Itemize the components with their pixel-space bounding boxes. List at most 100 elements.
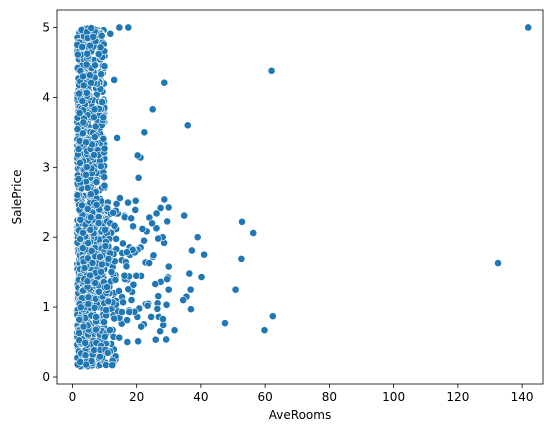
data-point — [83, 183, 92, 192]
data-point — [179, 296, 188, 305]
data-point — [96, 352, 104, 361]
data-point — [134, 173, 143, 182]
data-point — [131, 206, 140, 214]
data-point — [95, 287, 103, 296]
data-point — [84, 300, 93, 308]
y-axis-ticks: 0 1 2 3 4 5 — [42, 20, 57, 384]
x-axis-label: AveRooms — [269, 408, 331, 422]
data-point — [97, 31, 106, 40]
data-point — [100, 181, 109, 190]
data-point — [86, 41, 94, 50]
data-point — [119, 298, 127, 307]
data-point — [188, 246, 196, 255]
data-point — [83, 49, 92, 58]
data-point — [92, 200, 101, 209]
x-tick-label: 140 — [511, 390, 534, 404]
data-point — [122, 262, 131, 271]
data-point — [73, 125, 82, 134]
data-point — [97, 260, 106, 269]
data-point — [106, 29, 115, 38]
y-tick-label: 1 — [42, 300, 50, 314]
y-tick-label: 0 — [42, 370, 50, 384]
data-point — [101, 242, 110, 250]
data-point — [154, 234, 163, 243]
data-point — [186, 285, 195, 294]
data-point — [75, 315, 84, 324]
data-point — [103, 283, 111, 291]
data-point — [75, 109, 84, 117]
data-point — [101, 332, 109, 341]
data-point — [75, 89, 84, 98]
data-point — [85, 71, 94, 80]
data-point — [74, 145, 83, 154]
data-point — [90, 105, 99, 114]
data-point — [200, 250, 209, 259]
data-point — [90, 151, 98, 159]
data-point — [97, 267, 106, 276]
data-point — [103, 204, 112, 213]
data-point — [91, 279, 100, 287]
data-point — [148, 105, 157, 114]
data-point — [156, 327, 165, 336]
data-point — [99, 113, 108, 122]
data-point — [123, 316, 131, 325]
data-point — [160, 195, 169, 204]
data-point — [78, 97, 87, 105]
data-point — [82, 138, 90, 147]
data-point — [237, 254, 246, 263]
data-point — [79, 228, 87, 237]
data-point — [92, 178, 101, 186]
data-point — [100, 173, 109, 182]
data-point — [110, 76, 119, 84]
data-point — [122, 248, 131, 257]
data-point — [111, 276, 120, 284]
data-point — [87, 24, 96, 32]
data-point — [119, 239, 127, 248]
data-point — [231, 285, 240, 294]
x-axis-ticks: 0 20 40 60 80 100 120 140 — [69, 384, 534, 404]
data-point — [83, 277, 92, 286]
data-point — [86, 213, 95, 222]
data-point — [81, 351, 90, 360]
data-point — [125, 308, 134, 316]
data-point — [104, 297, 113, 306]
data-point — [90, 113, 98, 122]
data-point — [79, 81, 88, 90]
data-point — [96, 162, 105, 171]
data-point — [152, 224, 161, 233]
data-point — [75, 136, 84, 145]
x-tick-label: 40 — [193, 390, 208, 404]
data-point — [106, 326, 114, 334]
data-point — [159, 315, 167, 323]
data-point — [249, 229, 258, 237]
data-point — [180, 211, 189, 220]
data-point — [76, 358, 85, 366]
data-point — [197, 273, 206, 281]
data-point — [90, 303, 99, 312]
data-point — [124, 23, 133, 32]
data-point — [91, 122, 100, 131]
data-point — [84, 293, 93, 302]
data-point — [104, 254, 113, 263]
data-point — [100, 318, 108, 326]
data-point — [78, 43, 87, 51]
data-point — [96, 43, 105, 52]
data-point — [76, 158, 84, 167]
data-point — [162, 335, 171, 344]
data-point — [97, 70, 106, 79]
data-point — [107, 267, 116, 276]
data-point — [162, 300, 171, 309]
data-point — [76, 215, 85, 224]
data-point — [124, 198, 132, 207]
data-point — [113, 134, 121, 142]
data-point — [100, 144, 109, 153]
data-point — [132, 271, 141, 280]
data-point — [148, 219, 156, 228]
data-point — [147, 312, 156, 321]
data-point — [115, 287, 123, 295]
data-point — [79, 322, 88, 331]
data-point — [74, 175, 83, 183]
data-point — [90, 133, 99, 141]
data-point — [120, 213, 129, 222]
